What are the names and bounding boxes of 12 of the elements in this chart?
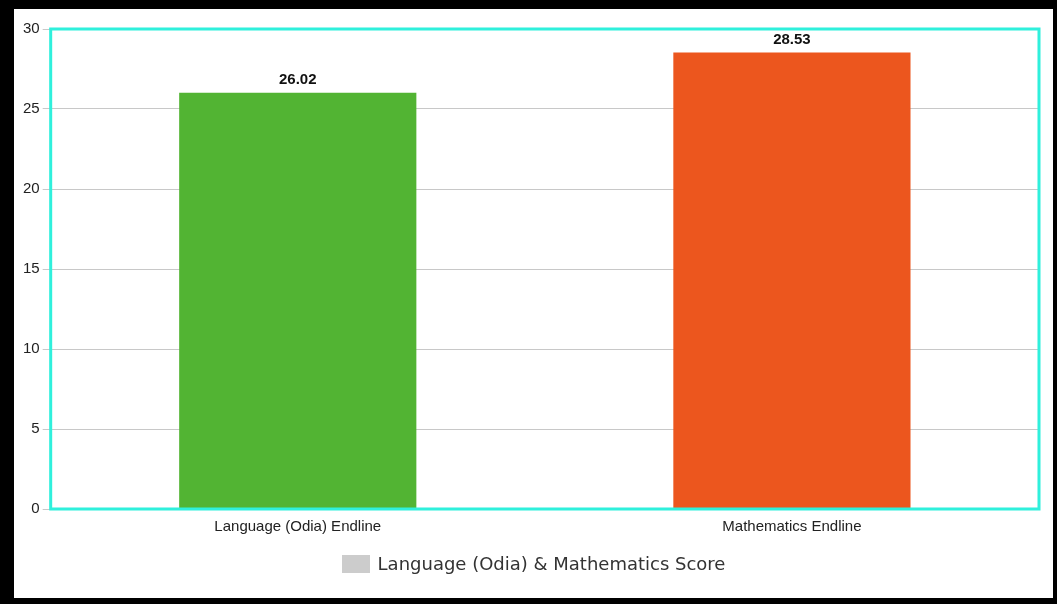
y-tick-label: 20 bbox=[23, 179, 40, 197]
text: Language (Odia) & Mathematics Score bbox=[377, 553, 726, 574]
data-label: 28.53 bbox=[773, 30, 811, 48]
y-tick-label: 25 bbox=[23, 99, 40, 117]
y-tick-label: 10 bbox=[23, 339, 40, 357]
y-tick-label: 5 bbox=[31, 419, 40, 437]
y-tick-label: 30 bbox=[23, 19, 40, 37]
y-tick-label: 15 bbox=[23, 259, 40, 277]
y-tick-label: 0 bbox=[31, 499, 40, 517]
x-tick-label: Language (Odia) Endline bbox=[214, 517, 382, 535]
x-tick-label: Mathematics Endline bbox=[722, 517, 862, 535]
data-label: 26.02 bbox=[278, 70, 317, 88]
